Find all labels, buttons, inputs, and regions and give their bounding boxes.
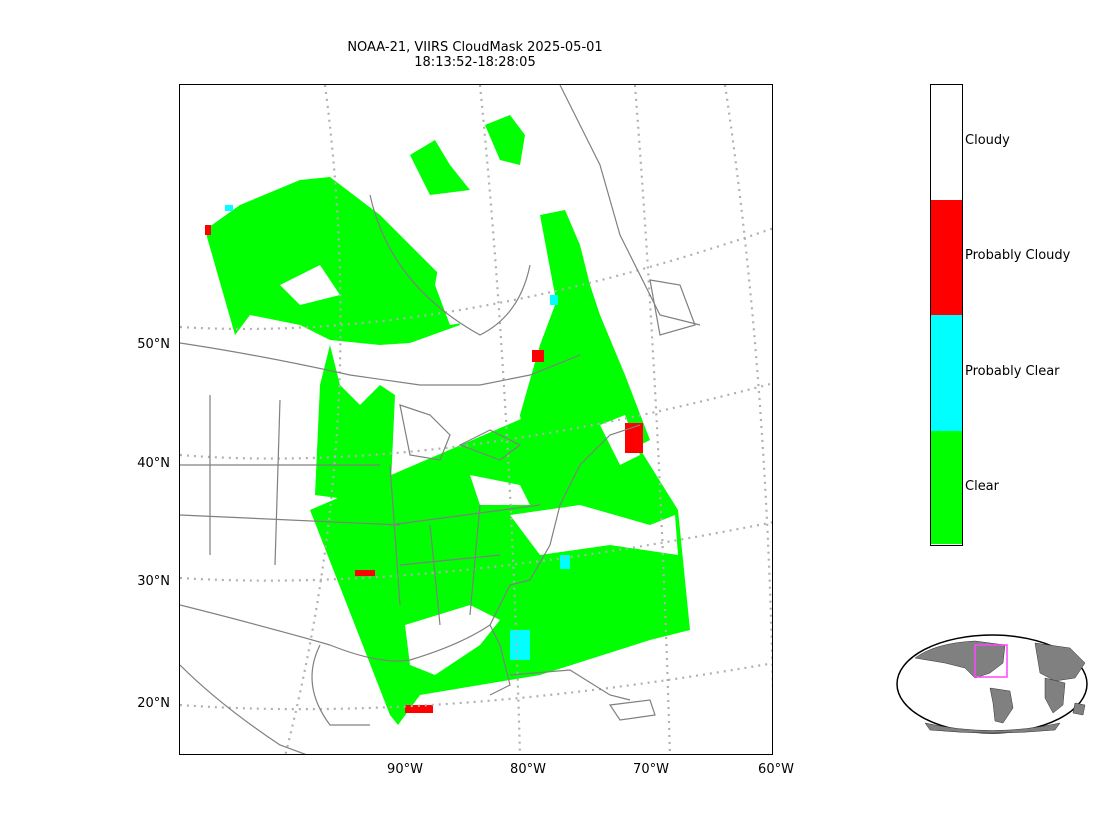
cloud-quebec bbox=[435, 230, 510, 325]
lat-label-50: 50°N bbox=[137, 337, 170, 352]
inset-globe bbox=[895, 633, 1089, 739]
cyan-speck-2 bbox=[550, 295, 558, 305]
legend-label-probably-clear: Probably Clear bbox=[965, 364, 1060, 379]
globe-map bbox=[896, 634, 1088, 734]
legend-label-clear: Clear bbox=[965, 479, 999, 494]
state-line-2 bbox=[274, 399, 281, 566]
colorbar-probably-clear bbox=[931, 315, 962, 431]
state-line-7 bbox=[469, 504, 481, 616]
red-speck-3 bbox=[405, 705, 433, 713]
great-lakes bbox=[399, 404, 522, 461]
lat-label-30: 30°N bbox=[137, 574, 170, 589]
state-line-8 bbox=[389, 504, 541, 526]
cloud-north bbox=[280, 265, 340, 305]
map-panel bbox=[179, 84, 773, 755]
swath-mid-west bbox=[315, 345, 395, 505]
swath-far-north bbox=[410, 140, 470, 195]
coastlines bbox=[180, 85, 701, 754]
red-speck-2 bbox=[532, 350, 544, 362]
coast-cuba bbox=[509, 669, 631, 701]
cyan-speck-1 bbox=[510, 630, 530, 660]
coast-hispaniola bbox=[608, 699, 656, 721]
swath-east bbox=[540, 210, 600, 325]
lat-line-20 bbox=[180, 662, 772, 711]
swath-ne bbox=[485, 115, 525, 165]
coast-gulf bbox=[180, 604, 511, 696]
border-us-canada bbox=[180, 342, 581, 386]
graticule bbox=[180, 85, 772, 754]
globe-europe-asia bbox=[1034, 642, 1086, 682]
state-line-9 bbox=[399, 554, 501, 566]
title-line-1: NOAA-21, VIIRS CloudMask 2025-05-01 bbox=[347, 40, 603, 55]
colorbar-clear bbox=[931, 431, 962, 544]
probably-cloudy-layer bbox=[205, 225, 643, 713]
legend-label-probably-cloudy: Probably Cloudy bbox=[965, 248, 1071, 263]
coast-florida bbox=[489, 579, 531, 626]
cyan-speck-3 bbox=[225, 205, 233, 211]
lat-label-20: 20°N bbox=[137, 696, 170, 711]
cloudmask-map bbox=[180, 85, 772, 754]
coast-mexico bbox=[180, 664, 307, 754]
lat-line-40 bbox=[180, 382, 772, 460]
coast-labrador bbox=[559, 85, 701, 326]
cloud-ohio bbox=[470, 475, 530, 505]
lon-label-70: 70°W bbox=[633, 762, 669, 777]
state-line-5 bbox=[389, 464, 401, 606]
lat-label-40: 40°N bbox=[137, 456, 170, 471]
state-line-6 bbox=[429, 524, 441, 626]
globe-antarctica bbox=[924, 722, 1061, 734]
globe-north-america bbox=[914, 640, 1006, 679]
globe-australia bbox=[1072, 702, 1086, 716]
lon-label-80: 80°W bbox=[510, 762, 546, 777]
legend-label-cloudy: Cloudy bbox=[965, 133, 1010, 148]
probably-clear-layer bbox=[225, 205, 570, 660]
globe-land bbox=[914, 640, 1086, 734]
map-title: NOAA-21, VIIRS CloudMask 2025-05-01 18:1… bbox=[280, 40, 670, 70]
red-speck-5 bbox=[355, 570, 375, 576]
globe-africa bbox=[1044, 677, 1066, 714]
lon-line-70 bbox=[633, 85, 672, 754]
colorbar bbox=[930, 84, 963, 546]
cloud-gulf bbox=[405, 605, 500, 675]
title-line-2: 18:13:52-18:28:05 bbox=[414, 55, 536, 70]
coast-hudson bbox=[369, 194, 531, 336]
globe-region-box bbox=[974, 644, 1008, 678]
lon-label-90: 90°W bbox=[387, 762, 423, 777]
lon-line-60 bbox=[723, 85, 772, 698]
colorbar-cloudy bbox=[931, 85, 962, 200]
red-speck-1 bbox=[625, 423, 643, 453]
coast-yucatan bbox=[311, 644, 370, 726]
coast-east bbox=[529, 424, 641, 581]
cloud-layer bbox=[280, 230, 678, 675]
cyan-speck-4 bbox=[560, 555, 570, 569]
coast-newfoundland bbox=[649, 279, 696, 336]
lon-label-60: 60°W bbox=[758, 762, 794, 777]
cloud-atlantic bbox=[510, 505, 678, 555]
state-line-4 bbox=[180, 514, 401, 526]
swath-north bbox=[205, 177, 460, 345]
globe-south-america bbox=[989, 687, 1014, 724]
colorbar-probably-cloudy bbox=[931, 200, 962, 315]
red-speck-4 bbox=[205, 225, 211, 235]
